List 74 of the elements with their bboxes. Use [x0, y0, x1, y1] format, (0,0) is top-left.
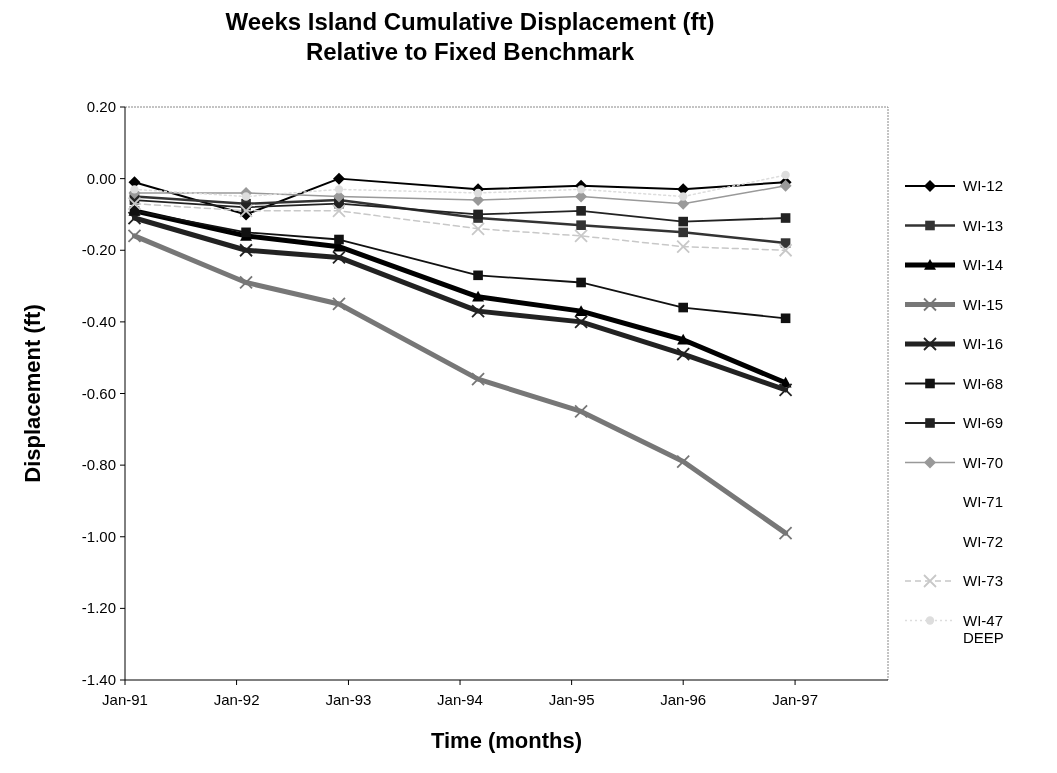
- legend-label: WI-70: [963, 453, 1004, 471]
- point: [778, 243, 793, 258]
- x-tick-label: Jan-91: [102, 691, 148, 708]
- point: [678, 302, 688, 313]
- x-tick-label: Jan-92: [213, 691, 260, 708]
- point: [473, 270, 483, 281]
- point: [241, 192, 251, 201]
- point: [678, 192, 688, 201]
- point: [127, 211, 142, 225]
- point: [676, 239, 691, 254]
- point: [574, 314, 588, 329]
- point: [239, 203, 253, 218]
- point: [472, 290, 485, 302]
- y-tick-label: -1.00: [81, 527, 116, 545]
- legend-label: WI-14: [963, 256, 1004, 273]
- point: [781, 170, 790, 180]
- point: [473, 209, 483, 220]
- point: [332, 172, 345, 185]
- point: [239, 243, 253, 258]
- point: [778, 383, 793, 397]
- point: [332, 203, 346, 218]
- point: [239, 275, 253, 290]
- point: [334, 234, 344, 245]
- legend-label: WI-68: [963, 374, 1004, 392]
- point: [677, 333, 690, 345]
- point: [780, 313, 791, 324]
- legend-label: WI-47 DEEP: [963, 611, 1004, 646]
- legend-label: WI-15: [963, 295, 1004, 313]
- legend-label: WI-13: [963, 216, 1004, 234]
- x-tick-label: Jan-93: [325, 691, 372, 708]
- y-tick-label: -0.60: [81, 384, 116, 402]
- point: [471, 221, 485, 236]
- y-tick-label: -0.80: [81, 456, 116, 474]
- point: [576, 185, 586, 194]
- y-tick-label: 0.00: [86, 169, 116, 187]
- point: [334, 185, 344, 194]
- legend-label: WI-12: [963, 177, 1004, 194]
- legend-label: WI-69: [963, 414, 1004, 431]
- y-tick-label: -1.20: [81, 599, 116, 617]
- point: [127, 196, 142, 211]
- x-tick-label: Jan-95: [548, 691, 595, 708]
- legend-label: WI-16: [963, 335, 1004, 352]
- point: [778, 526, 793, 541]
- point: [574, 229, 588, 243]
- point: [576, 206, 586, 216]
- point: [471, 304, 485, 319]
- point: [473, 188, 483, 198]
- point: [575, 305, 588, 316]
- point: [127, 229, 142, 243]
- x-tick-label: Jan-94: [437, 691, 483, 708]
- x-tick-label: Jan-97: [772, 691, 819, 708]
- y-tick-label: -1.40: [81, 671, 116, 688]
- y-tick-label: 0.20: [86, 98, 116, 115]
- text: WI-72: [963, 532, 1004, 550]
- x-tick-label: Jan-96: [660, 691, 707, 708]
- point: [574, 404, 588, 419]
- point: [471, 372, 485, 387]
- point: [678, 216, 688, 227]
- x-axis-title: Time (months): [430, 728, 583, 753]
- legend-label: WI-73: [963, 572, 1004, 589]
- chart-title: Weeks Island Cumulative Displacement (ft) Relative to Fixed Benchmark: [225, 8, 715, 65]
- point: [576, 277, 586, 288]
- point: [676, 347, 691, 362]
- text: WI-71: [963, 493, 1004, 510]
- point: [576, 220, 586, 230]
- y-tick-label: -0.40: [81, 312, 116, 330]
- y-tick-label: -0.20: [81, 241, 116, 259]
- y-axis-title: Displacement (ft): [20, 304, 45, 483]
- point: [130, 185, 139, 194]
- point: [676, 454, 691, 469]
- point: [332, 250, 346, 265]
- point: [780, 213, 791, 223]
- point: [332, 297, 346, 311]
- point: [678, 227, 688, 238]
